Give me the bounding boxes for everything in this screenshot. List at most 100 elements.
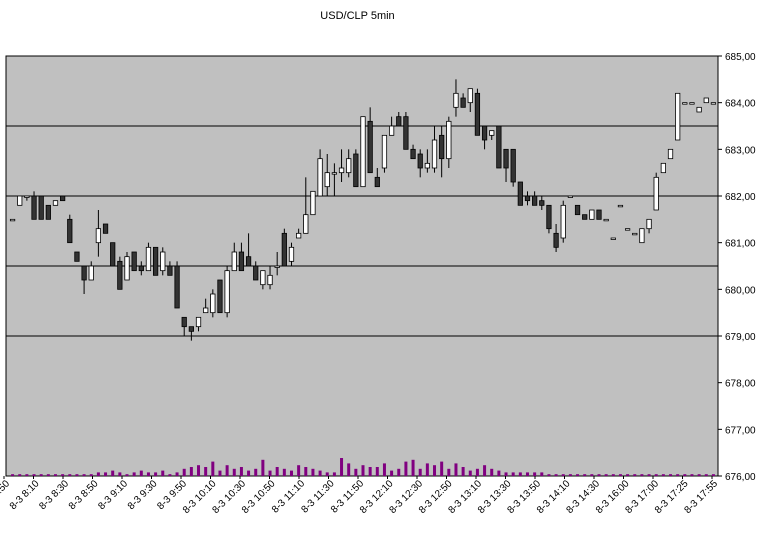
candle-body (303, 214, 309, 234)
candle-body (696, 106, 702, 113)
candle-body (646, 218, 652, 230)
volume-bar (583, 474, 587, 476)
candle-body (253, 265, 259, 281)
candle-body (310, 190, 316, 216)
candle-body (589, 209, 595, 220)
candle-body (331, 172, 338, 175)
volume-bar (404, 461, 408, 476)
candle-body (703, 97, 709, 104)
volume-bar (568, 474, 572, 476)
volume-bar (53, 474, 57, 476)
x-tick-label: 8-3 8:10 (8, 478, 42, 512)
candle-body (231, 251, 237, 272)
candle-body (582, 214, 588, 220)
candle-body (381, 134, 388, 169)
volume-bar (511, 472, 515, 476)
volume-bar (690, 474, 694, 476)
volume-bar (561, 474, 565, 476)
candle-body (539, 200, 545, 206)
volume-bar (518, 472, 522, 476)
x-tick-label: 8-3 8:30 (37, 478, 71, 512)
candle-body (653, 176, 659, 211)
volume-bar (711, 474, 715, 476)
candle-body (503, 148, 509, 169)
candle-body (210, 293, 216, 314)
volume-bar (232, 468, 236, 476)
x-tick-label: 8-3 8:50 (67, 478, 101, 512)
candle-body (360, 116, 366, 188)
y-tick-label: 682,00 (725, 192, 756, 203)
candle-body (431, 139, 438, 169)
volume-bar (533, 472, 537, 476)
y-tick-label: 678,00 (725, 379, 756, 390)
volume-bar (239, 467, 243, 476)
candle-body (524, 195, 531, 202)
volume-bar (361, 465, 365, 476)
candle-body (603, 218, 609, 222)
candle-body (124, 256, 130, 281)
candle-body (446, 120, 452, 160)
volume-bar (425, 463, 429, 476)
volume-bar (325, 472, 329, 476)
candle-body (74, 251, 80, 262)
volume-bar (547, 474, 551, 476)
volume-bar (68, 474, 72, 476)
volume-bar (490, 468, 494, 476)
candle-body (317, 158, 323, 197)
volume-bar (340, 458, 344, 476)
volume-bar (75, 474, 79, 476)
candle-body (682, 102, 688, 105)
candle-body (639, 228, 645, 244)
candle-body (324, 172, 330, 188)
volume-bar (468, 470, 472, 476)
volume-bar (483, 465, 487, 476)
candle-body (260, 270, 266, 286)
volume-bar (311, 468, 315, 476)
volume-bar (175, 472, 179, 476)
candle-body (267, 274, 273, 286)
candle-body (410, 148, 416, 160)
volume-bar (704, 474, 708, 476)
volume-bar (161, 470, 165, 476)
y-tick-label: 685,00 (725, 52, 756, 63)
candle-body (374, 176, 380, 188)
candle-body (460, 97, 466, 108)
candle-body (45, 204, 51, 220)
volume-bar (683, 474, 687, 476)
volume-bar (247, 470, 251, 476)
volume-bar (96, 472, 100, 476)
volume-bar (104, 472, 108, 476)
volume-bars (11, 458, 715, 476)
candle-body (510, 148, 516, 183)
candle-body (474, 92, 481, 136)
candle-body (160, 251, 166, 272)
candle-body (574, 204, 581, 216)
y-tick-label: 680,00 (725, 285, 756, 296)
volume-bar (633, 474, 637, 476)
candle-body (188, 326, 194, 332)
volume-bar (611, 474, 615, 476)
volume-bar (618, 474, 622, 476)
candle-body (9, 218, 16, 222)
volume-bar (111, 470, 115, 476)
candle-body (367, 120, 373, 174)
volume-bar (440, 461, 444, 476)
candle-body (145, 246, 152, 272)
candle-body (52, 200, 59, 206)
volume-bar (640, 474, 644, 476)
volume-bar (268, 470, 272, 476)
volume-bar (18, 474, 22, 476)
volume-bar (397, 468, 401, 476)
volume-bar (204, 467, 208, 476)
volume-bar (626, 474, 630, 476)
volume-bar (282, 468, 286, 476)
candle-body (38, 195, 44, 220)
volume-bar (211, 461, 215, 476)
y-tick-label: 676,00 (725, 472, 756, 483)
candle-body (152, 246, 159, 276)
candle-body (224, 270, 230, 314)
volume-bar (382, 463, 386, 476)
candle-body (553, 232, 559, 248)
volume-bar (676, 474, 680, 476)
volume-bar (576, 474, 580, 476)
